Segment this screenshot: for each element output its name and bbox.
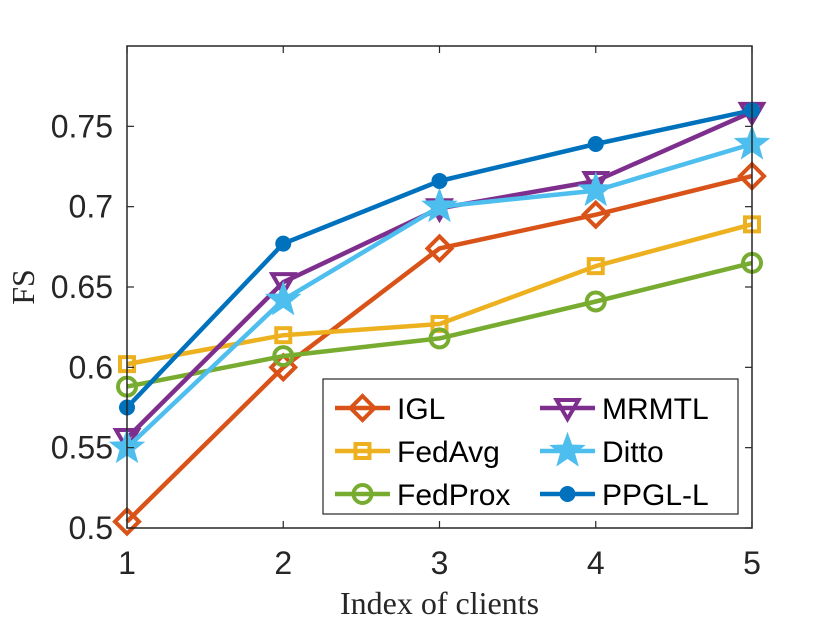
x-axis-title: Index of clients <box>340 585 539 621</box>
data-point-fedprox-3 <box>428 327 451 350</box>
legend-marker-ditto <box>549 431 586 467</box>
series-line-fedprox <box>126 260 753 389</box>
series-layer <box>108 101 771 537</box>
data-point-igl-3 <box>424 233 455 264</box>
data-point-igl-4 <box>580 199 611 230</box>
series-ppgl-l <box>119 102 760 416</box>
data-point-ditto-4 <box>577 171 614 207</box>
y-tick-label: 0.7 <box>69 189 113 225</box>
data-point-ppgl-l-4 <box>587 136 604 153</box>
legend-item-ditto: Ditto <box>540 431 664 469</box>
legend-box <box>322 378 739 515</box>
legend-item-mrmtl: MRMTL <box>540 393 709 426</box>
legend-item-fedavg: FedAvg <box>335 436 500 469</box>
data-point-ditto-3 <box>421 187 458 223</box>
data-point-igl-1 <box>112 506 142 537</box>
y-tick-label: 0.65 <box>51 269 113 305</box>
legend-marker-mrmtl <box>553 398 582 423</box>
legend-label-ditto: Ditto <box>602 436 664 469</box>
series-line-fedavg <box>126 222 753 367</box>
legend-marker-fedavg <box>353 442 372 460</box>
y-tick-label: 0.55 <box>51 430 113 466</box>
data-point-mrmtl-2 <box>268 272 298 298</box>
x-tick-label: 1 <box>118 545 136 581</box>
data-point-fedavg-2 <box>274 326 293 345</box>
data-point-fedprox-4 <box>584 290 607 313</box>
series-fedprox <box>116 251 763 398</box>
legend-label-fedavg: FedAvg <box>397 436 500 469</box>
legend-label-mrmtl: MRMTL <box>602 393 709 426</box>
legend-marker-fedprox <box>351 483 374 505</box>
data-point-ppgl-l-3 <box>431 172 448 189</box>
data-point-ppgl-l-2 <box>275 235 292 252</box>
legend-item-ppgl-l: PPGL-L <box>540 479 709 512</box>
legend-marker-igl <box>347 393 378 423</box>
legend-label-igl: IGL <box>397 393 445 426</box>
data-point-fedavg-4 <box>586 257 605 276</box>
x-tick-label: 3 <box>431 545 449 581</box>
y-tick-label: 0.5 <box>69 510 113 546</box>
data-point-ditto-2 <box>265 280 302 316</box>
data-point-fedprox-2 <box>272 345 295 368</box>
x-tick-label: 4 <box>587 545 605 581</box>
y-axis-title: FS <box>5 269 41 305</box>
series-line-igl <box>125 173 753 524</box>
x-tick-label: 5 <box>743 545 761 581</box>
legend: IGL FedAvg FedProx MRMTL Ditto PPGL-L <box>322 378 739 515</box>
legend-label-ppgl-l: PPGL-L <box>602 479 709 512</box>
legend-item-igl: IGL <box>335 393 445 426</box>
y-tick-label: 0.6 <box>69 349 113 385</box>
legend-label-fedprox: FedProx <box>397 479 510 512</box>
legend-item-fedprox: FedProx <box>335 479 510 512</box>
ticks-layer: 1 2 3 4 5 0.5 0.55 0.6 0.65 0.7 0.75 <box>51 46 761 581</box>
x-tick-label: 2 <box>274 545 292 581</box>
y-tick-label: 0.75 <box>51 108 113 144</box>
legend-marker-ppgl-l <box>559 486 576 502</box>
